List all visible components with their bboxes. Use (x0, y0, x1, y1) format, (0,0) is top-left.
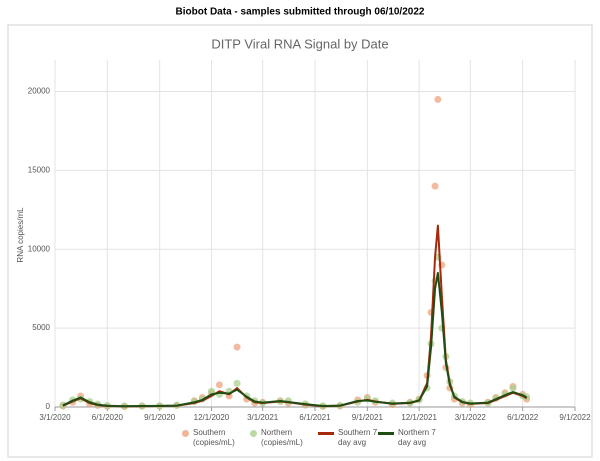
x-tick-label: 6/1/2021 (299, 413, 331, 422)
data-point (233, 343, 241, 351)
y-tick-label: 5000 (32, 323, 50, 332)
x-tick-label: 3/1/2021 (247, 413, 279, 422)
x-tick-label: 12/1/2020 (194, 413, 230, 422)
legend-label: Southern 7 day avg (338, 428, 378, 447)
x-tick-label: 3/1/2022 (455, 413, 487, 422)
legend-item: Northern 7 day avg (378, 428, 446, 448)
x-tick-label: 3/1/2020 (39, 413, 71, 422)
y-tick-label: 0 (46, 402, 51, 411)
data-point (431, 182, 439, 190)
legend-item: Southern (copies/mL) (182, 428, 241, 448)
x-tick-label: 9/1/2022 (559, 413, 591, 422)
legend-item: Southern 7 day avg (318, 428, 386, 448)
y-tick-label: 15000 (28, 166, 51, 175)
y-axis-label: RNA copies/mL (16, 207, 25, 263)
x-tick-label: 9/1/2020 (144, 413, 176, 422)
legend-swatch (182, 430, 189, 437)
x-tick-label: 12/1/2021 (401, 413, 437, 422)
legend-swatch (318, 432, 334, 435)
data-point (509, 384, 517, 392)
chart-title: DITP Viral RNA Signal by Date (211, 36, 388, 51)
data-point (215, 381, 223, 389)
x-tick-label: 9/1/2021 (352, 413, 384, 422)
legend-label: Northern 7 day avg (398, 428, 436, 447)
data-point (233, 379, 241, 387)
legend-swatch (378, 432, 394, 435)
legend-label: Northern (copies/mL) (261, 428, 303, 447)
data-point (207, 387, 215, 395)
line (62, 271, 528, 408)
x-tick-label: 6/1/2022 (507, 413, 539, 422)
page-title: Biobot Data - samples submitted through … (176, 7, 425, 18)
y-tick-label: 10000 (28, 244, 51, 253)
y-tick-label: 20000 (28, 87, 51, 96)
x-tick-label: 6/1/2020 (92, 413, 124, 422)
chart-frame (7, 24, 593, 458)
legend-item: Northern (copies/mL) (250, 428, 309, 448)
legend-swatch (250, 430, 257, 437)
legend-label: Southern (copies/mL) (193, 428, 235, 447)
data-point (434, 95, 442, 103)
